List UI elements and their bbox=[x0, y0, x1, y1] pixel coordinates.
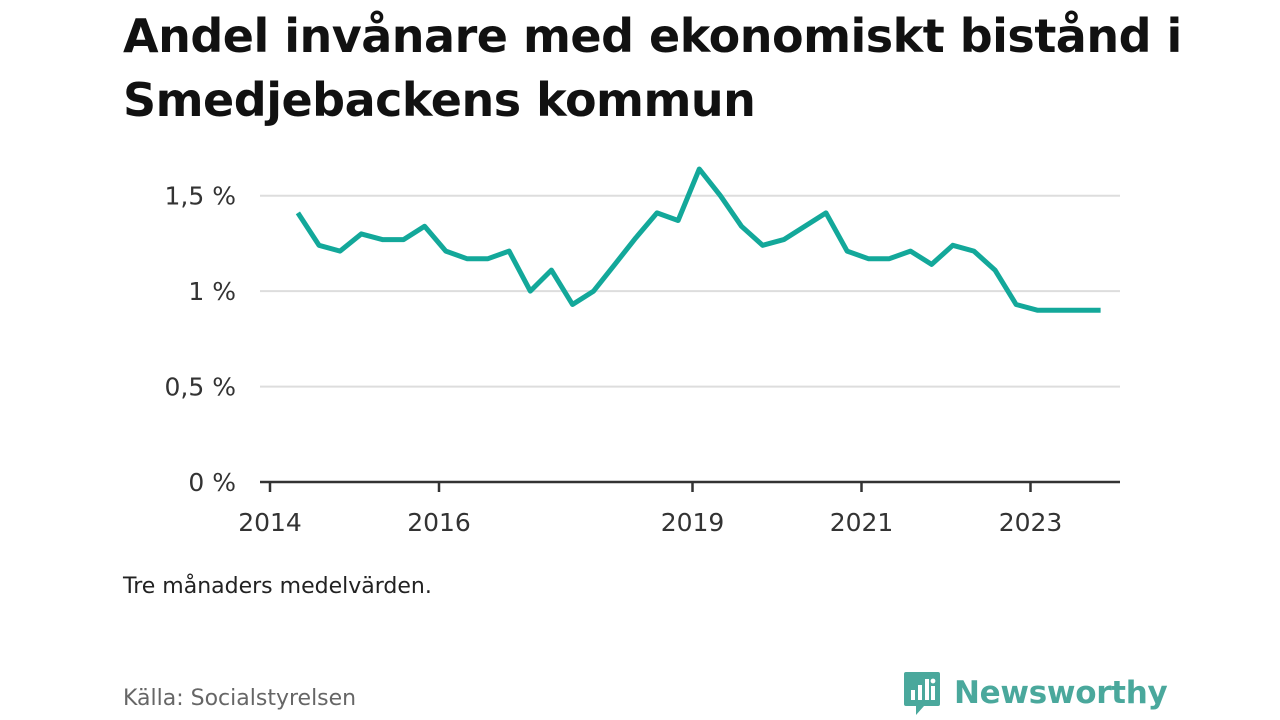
brand-name: Newsworthy bbox=[954, 675, 1168, 711]
x-axis-tick-labels: 2014 2016 2019 2021 2023 bbox=[238, 508, 1062, 537]
series-line bbox=[295, 166, 1101, 313]
x-axis bbox=[260, 480, 1120, 492]
chart-note: Tre månaders medelvärden. bbox=[123, 574, 432, 599]
series-layer bbox=[295, 166, 1101, 313]
brand-logo[interactable]: Newsworthy bbox=[902, 670, 1168, 716]
x-tick-label: 2021 bbox=[830, 508, 894, 537]
gridlines bbox=[260, 194, 1120, 388]
x-tick-label: 2014 bbox=[238, 508, 302, 537]
y-tick-label: 0 % bbox=[188, 468, 236, 497]
x-tick-label: 2023 bbox=[999, 508, 1063, 537]
source-credit: Källa: Socialstyrelsen bbox=[123, 686, 357, 711]
line-chart: 0 % 0,5 % 1 % 1,5 % 2014 2016 2019 2021 2023 bbox=[165, 166, 1120, 537]
y-axis-tick-labels: 0 % 0,5 % 1 % 1,5 % bbox=[165, 182, 236, 497]
chart-title: Andel invånare med ekonomiskt bistånd i … bbox=[123, 9, 1182, 127]
x-tick-label: 2016 bbox=[407, 508, 471, 537]
y-tick-label: 0,5 % bbox=[165, 373, 236, 402]
newsworthy-logo-icon bbox=[904, 672, 940, 715]
y-tick-label: 1,5 % bbox=[165, 182, 236, 211]
y-tick-label: 1 % bbox=[188, 277, 236, 306]
x-tick-label: 2019 bbox=[661, 508, 725, 537]
